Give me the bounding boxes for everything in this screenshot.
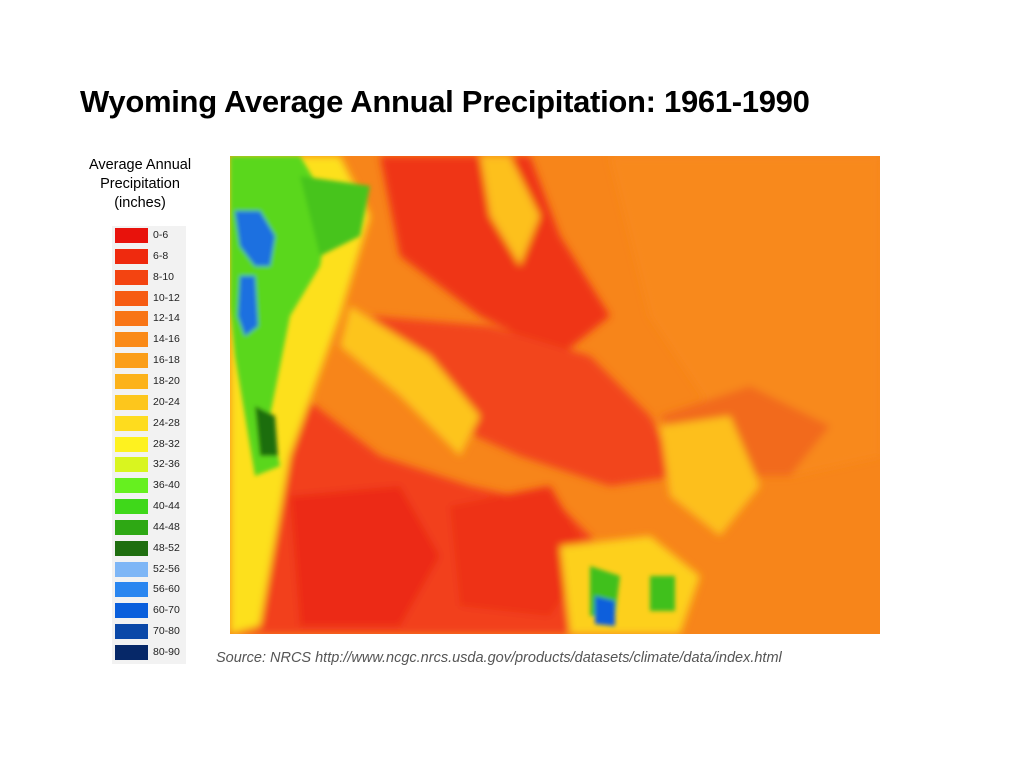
zone-bighorn-basin-red [380, 156, 610, 356]
legend-swatch [115, 228, 148, 243]
zone-wind-river-dark-green [255, 406, 278, 456]
legend-item: 40-44 [112, 497, 186, 518]
legend-swatch [115, 248, 148, 264]
legend-swatch [115, 478, 148, 494]
legend-swatch [115, 624, 148, 640]
zone-wind-river-basin-red [370, 316, 680, 486]
legend-swatch [115, 540, 148, 556]
legend-swatch [115, 415, 148, 431]
legend-item: 12-14 [112, 309, 186, 330]
legend-item: 14-16 [112, 330, 186, 351]
legend-swatch [115, 373, 148, 389]
legend-label: 56-60 [153, 583, 180, 596]
zone-sierra-madre-green [650, 576, 675, 611]
legend-item: 18-20 [112, 372, 186, 393]
page-title: Wyoming Average Annual Precipitation: 19… [80, 84, 810, 119]
legend-item: 60-70 [112, 601, 186, 622]
legend-label: 6-8 [153, 249, 169, 262]
legend-swatch [115, 332, 148, 348]
zone-southwest-deep-red [290, 486, 440, 626]
legend-title-line-2: Precipitation [100, 176, 180, 192]
legend-item: 44-48 [112, 518, 186, 539]
legend-label: 80-90 [153, 646, 180, 658]
legend-item: 70-80 [112, 622, 186, 643]
zone-powder-river-orange [610, 156, 880, 476]
zone-snowy-range-blue [595, 596, 615, 626]
legend-item: 20-24 [112, 393, 186, 414]
legend-label: 20-24 [153, 395, 180, 408]
legend-label: 52-56 [153, 562, 180, 575]
legend-label: 28-32 [153, 437, 180, 450]
legend-swatch [115, 645, 148, 660]
legend-label: 48-52 [153, 541, 180, 554]
source-citation: Source: NRCS http://www.ncgc.nrcs.usda.g… [216, 650, 782, 666]
legend-swatch [115, 353, 148, 369]
precipitation-map [230, 156, 880, 634]
legend-swatch [115, 269, 148, 285]
legend-swatch [115, 499, 148, 515]
legend-title-line-1: Average Annual [88, 157, 192, 173]
legend-label: 14-16 [153, 333, 180, 346]
legend-label: 12-14 [153, 312, 180, 325]
legend-item: 28-32 [112, 435, 186, 456]
legend-label: 10-12 [153, 291, 180, 304]
legend-swatch [115, 394, 148, 410]
legend-item: 52-56 [112, 560, 186, 581]
legend-swatch [115, 603, 148, 619]
legend-label: 44-48 [153, 520, 180, 533]
legend-item: 36-40 [112, 476, 186, 497]
legend-swatch [115, 561, 148, 577]
legend-swatch [115, 290, 148, 306]
legend-label: 16-18 [153, 354, 180, 367]
legend-swatch [115, 582, 148, 598]
zone-central-yellow-ridge [340, 306, 480, 456]
zone-northern-yellow-band [480, 156, 540, 266]
legend-swatch [115, 311, 148, 327]
legend-item: 32-36 [112, 455, 186, 476]
legend-label: 0-6 [153, 229, 169, 241]
legend-item: 0-6 [112, 226, 186, 247]
legend-item: 6-8 [112, 247, 186, 268]
zone-absaroka-green [300, 176, 370, 256]
legend-swatch [115, 436, 148, 452]
legend-label: 60-70 [153, 604, 180, 617]
legend-item: 48-52 [112, 539, 186, 560]
legend-title: Average Annual Precipitation (inches) [70, 156, 210, 213]
legend-swatch [115, 519, 148, 535]
legend-item: 24-28 [112, 414, 186, 435]
zone-teton-blue [238, 276, 258, 336]
legend-item: 10-12 [112, 289, 186, 310]
legend-label: 40-44 [153, 500, 180, 513]
precipitation-legend: 0-6 6-8 8-10 10-12 12-14 14-16 16-18 18-20 20-24… [112, 226, 186, 664]
legend-label: 8-10 [153, 270, 175, 283]
zone-south-central-red [450, 486, 590, 616]
legend-label: 24-28 [153, 416, 180, 429]
legend-label: 36-40 [153, 479, 180, 492]
legend-swatch [115, 457, 148, 473]
zone-southeast-yellow [660, 416, 760, 536]
legend-item: 16-18 [112, 351, 186, 372]
legend-label: 32-36 [153, 458, 180, 471]
legend-item: 56-60 [112, 580, 186, 601]
legend-label: 70-80 [153, 625, 180, 638]
legend-label: 18-20 [153, 374, 180, 387]
legend-item: 80-90 [112, 643, 186, 664]
legend-title-line-3: (inches) [114, 195, 166, 211]
legend-item: 8-10 [112, 268, 186, 289]
zone-yellowstone-blue [235, 211, 275, 266]
